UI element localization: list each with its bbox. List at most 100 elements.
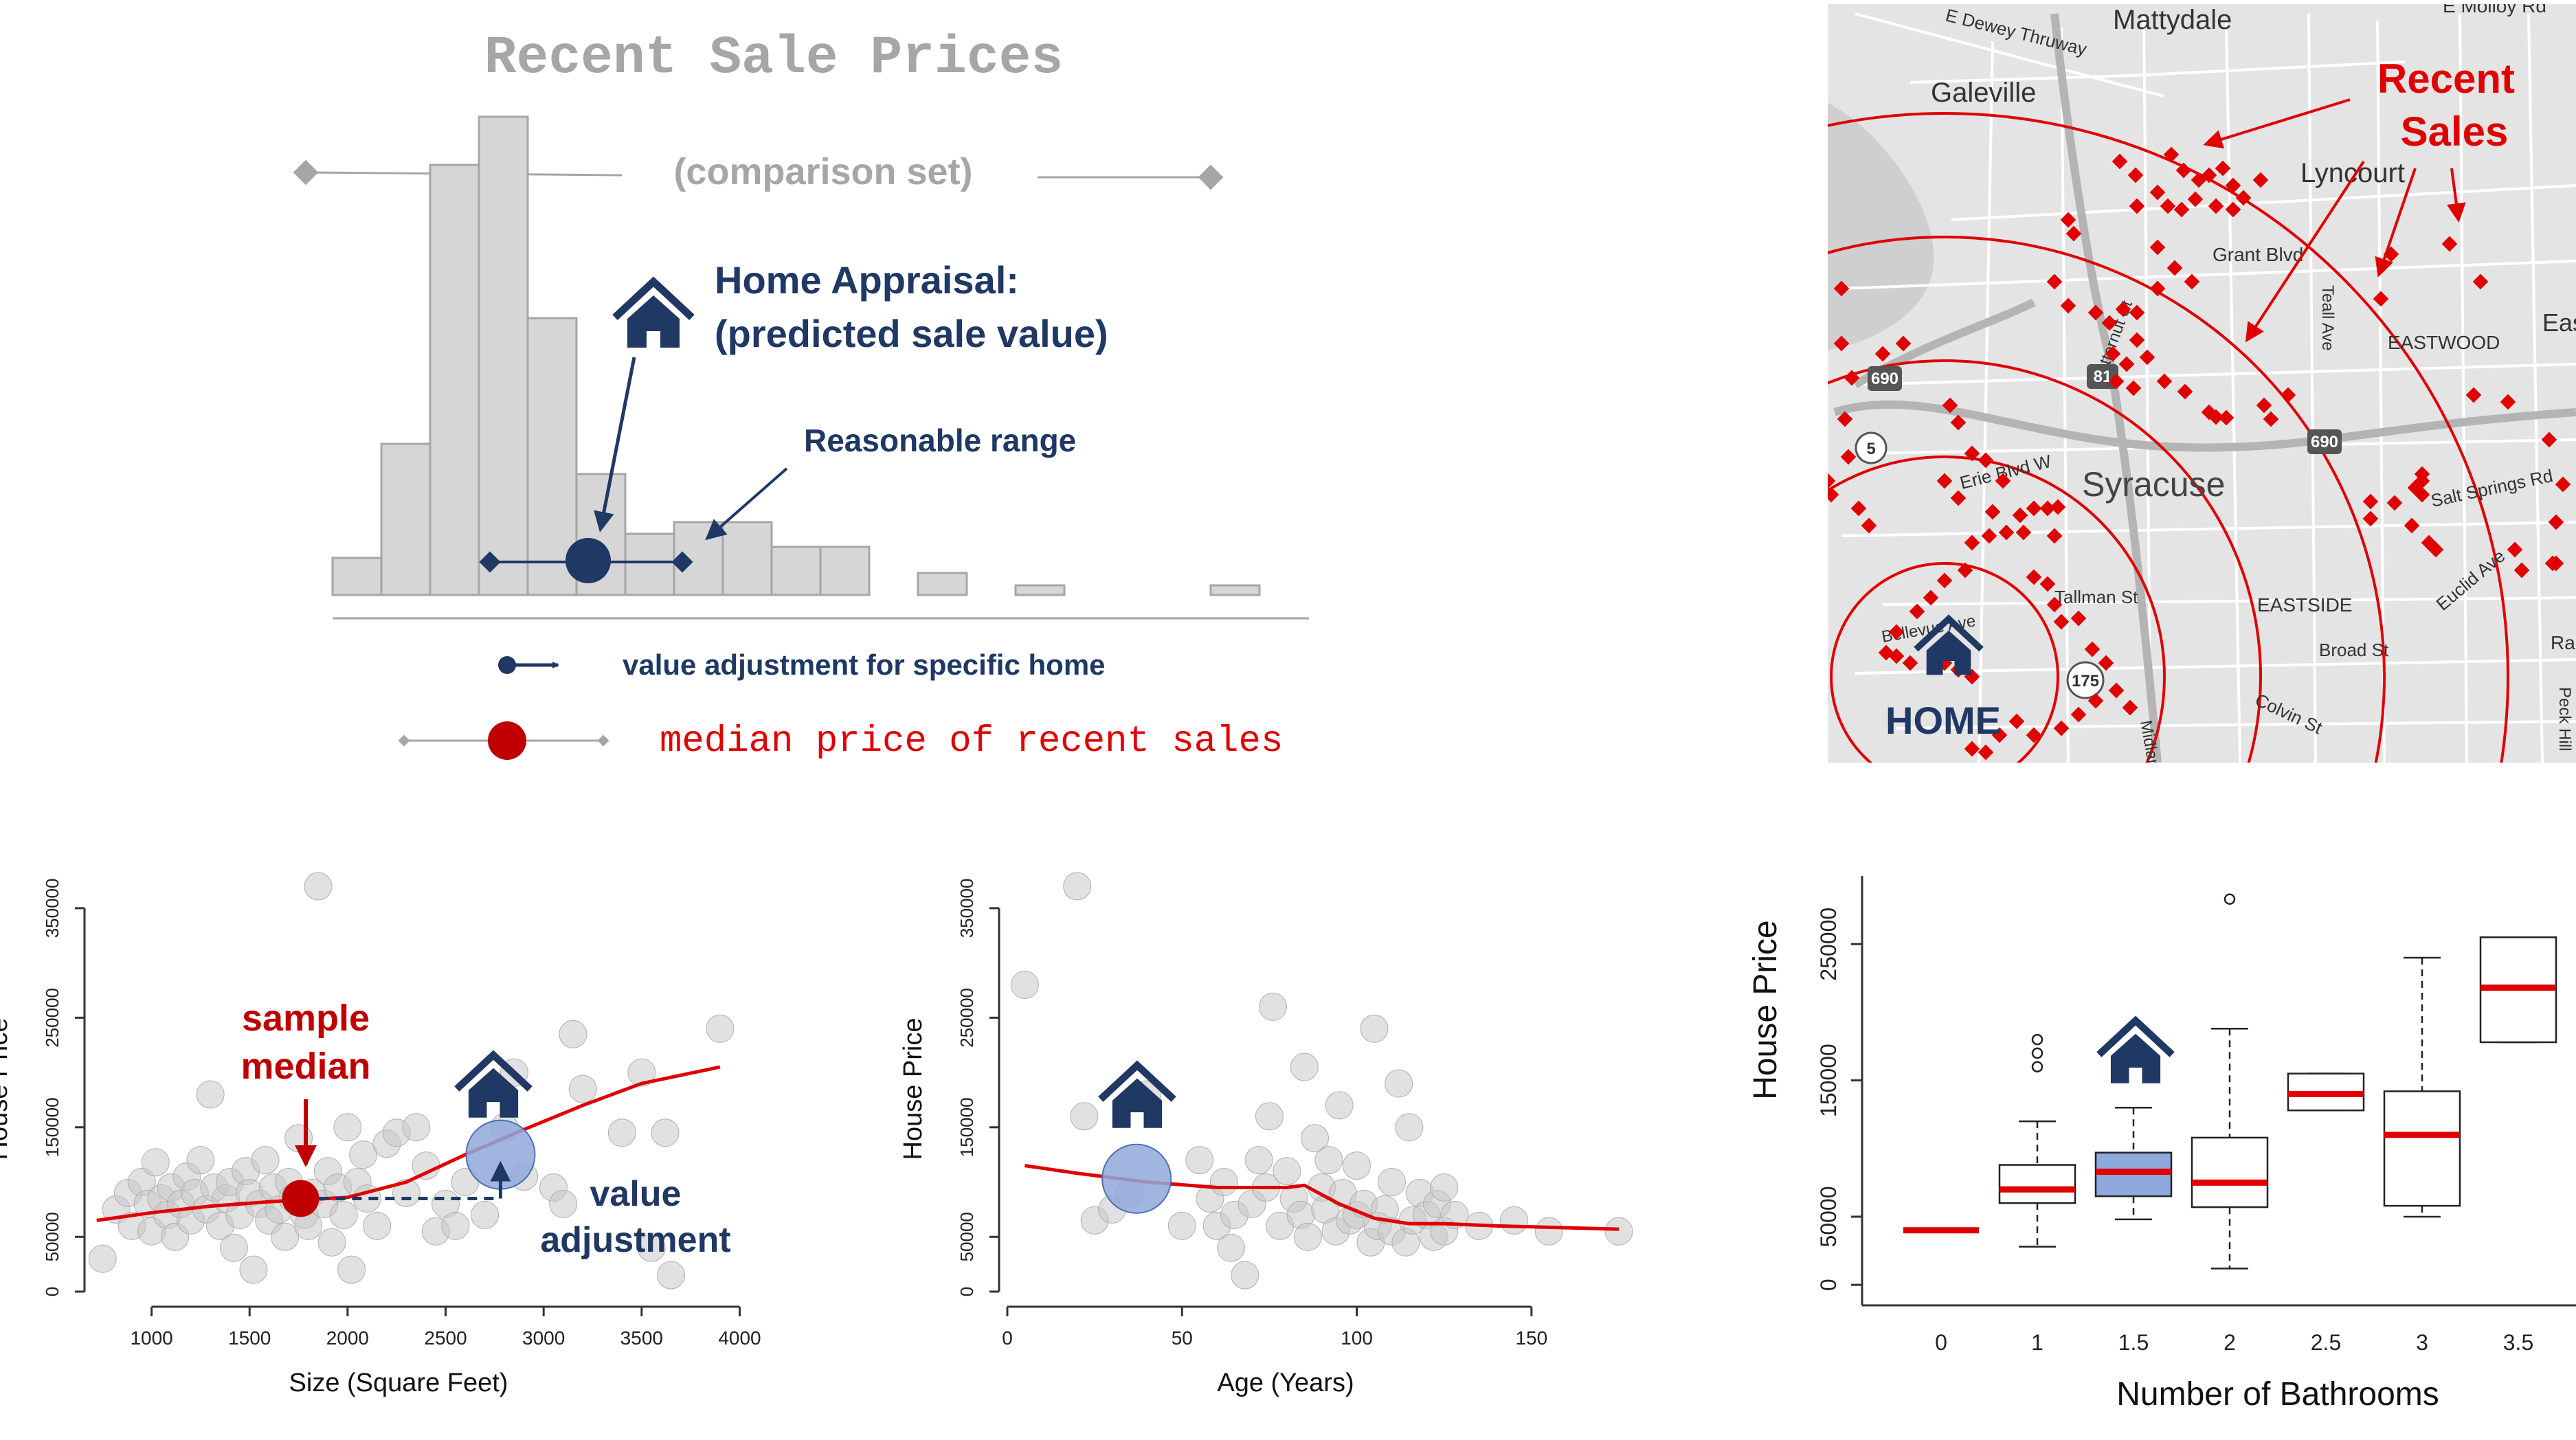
map-label: Tallman St: [2054, 587, 2138, 607]
box-body: [2383, 1090, 2461, 1207]
size-scatter-plot: 1000 1500 2000 2500 3000 3500 4000 0 50000 150000…: [0, 872, 761, 1397]
data-point: [607, 1118, 636, 1147]
x-tick-label: 3: [2416, 1330, 2428, 1355]
map-sale-point: [2362, 493, 2379, 510]
median-point: [282, 1180, 320, 1217]
map-label: Lyncourt: [2300, 158, 2405, 188]
data-point: [239, 1255, 268, 1284]
appraisal-label-2: (predicted sale value): [715, 312, 1108, 355]
map-sale-point: [2177, 383, 2193, 400]
data-point: [1343, 1151, 1371, 1180]
map-sale-point: [2441, 236, 2458, 252]
map-sale-point: [2101, 315, 2118, 331]
x-tick-label: 2: [2224, 1330, 2236, 1355]
map-sale-point: [1957, 562, 1973, 578]
map-sale-point: [1991, 727, 2008, 743]
data-point: [141, 1148, 170, 1177]
map-sale-point: [1981, 528, 1997, 544]
map-sale-point: [2256, 397, 2272, 414]
map-sale-point: [2472, 273, 2489, 290]
data-point: [402, 1113, 431, 1142]
map-sale-point: [2125, 380, 2142, 396]
y-tick-label: 350000: [42, 879, 63, 938]
data-point: [1314, 1146, 1343, 1175]
x-tick-label: 4000: [718, 1327, 761, 1349]
data-point: [363, 1211, 392, 1240]
map-sale-point: [1984, 504, 2001, 520]
map-sale-point: [1995, 473, 2011, 489]
data-point: [1255, 1102, 1284, 1131]
map-sale-point: [1964, 445, 1980, 462]
map-home-label: HOME: [1885, 699, 2001, 742]
outlier-point: [2031, 1047, 2043, 1059]
data-point: [412, 1151, 440, 1180]
data-point: [1360, 1014, 1389, 1043]
map-panel: Mattydale Galeville E Molloy Rd Lyncourt…: [1828, 4, 2576, 763]
map-sale-point: [2108, 682, 2125, 699]
data-point: [1604, 1217, 1633, 1246]
hist-bar: [478, 115, 529, 596]
data-point: [1070, 1102, 1099, 1131]
map-sale-point: [2428, 541, 2444, 558]
map-sale-point: [2386, 495, 2403, 511]
map-sale-point: [2129, 332, 2145, 348]
data-point: [1395, 1113, 1424, 1142]
x-tick-label: 150: [1515, 1327, 1547, 1349]
map-sale-point: [2225, 177, 2241, 194]
y-tick-label: 0: [42, 1287, 63, 1296]
map-sale-point: [1998, 524, 2015, 541]
recent-sales-label-2: Sales: [2401, 109, 2509, 155]
outlier-point: [2224, 893, 2236, 905]
data-point: [349, 1140, 378, 1169]
x-tick-label: 0: [1935, 1330, 1947, 1355]
map-sale-point: [2015, 524, 2032, 541]
hist-bar: [624, 532, 675, 596]
y-tick-label: 250000: [956, 988, 977, 1048]
data-point: [251, 1146, 280, 1175]
x-tick-label: 2.5: [2311, 1330, 2341, 1355]
map-sale-point: [2149, 280, 2166, 297]
hist-bar: [819, 545, 871, 596]
map-sale-point: [2414, 486, 2430, 503]
map-sale-point: [2500, 394, 2516, 410]
map-sale-point: [2060, 297, 2076, 314]
y-axis-label: House Price: [1747, 920, 1784, 1099]
map-sale-point: [2108, 373, 2125, 390]
map-sale-point: [2087, 693, 2104, 709]
data-point: [559, 1020, 587, 1048]
map-sale-point: [2362, 510, 2379, 527]
data-point: [1377, 1168, 1406, 1197]
x-tick-label: 50: [1172, 1327, 1193, 1349]
map-sale-points: [1828, 146, 2571, 761]
map-sale-point: [2225, 201, 2241, 218]
map-sale-point: [1909, 603, 1925, 620]
map-sale-point: [2175, 162, 2192, 179]
x-tick-label: 1.5: [2118, 1330, 2149, 1355]
highway-label: 690: [1871, 370, 1899, 388]
map-label: Ran: [2551, 632, 2576, 653]
x-tick-label: 1000: [130, 1327, 172, 1349]
map-sale-point: [1902, 655, 1918, 671]
map-sale-point: [2129, 304, 2145, 321]
x-tick-label: 1500: [228, 1327, 271, 1349]
map-sale-point: [1978, 744, 1994, 761]
map-sale-point: [1923, 589, 1939, 606]
map-sale-point: [2149, 239, 2166, 256]
data-point: [441, 1211, 470, 1240]
hist-bar: [526, 317, 578, 596]
data-point: [333, 1113, 362, 1142]
data-point: [1325, 1091, 1354, 1120]
highway-label: 81: [2094, 368, 2112, 386]
map-sale-point: [1874, 346, 1891, 362]
map-sale-point: [2208, 409, 2224, 425]
hist-bar: [1014, 584, 1066, 596]
map-sale-point: [1964, 741, 1980, 757]
map-sale-point: [2252, 172, 2269, 188]
map-sale-point: [2039, 500, 2056, 517]
data-point: [1209, 1168, 1238, 1197]
map-label: Galeville: [1931, 78, 2036, 108]
trend-line: [96, 1065, 721, 1222]
value-adjustment-label: adjustment: [540, 1220, 730, 1260]
range-arrow: [705, 467, 788, 541]
map-sale-point: [1950, 414, 1967, 431]
